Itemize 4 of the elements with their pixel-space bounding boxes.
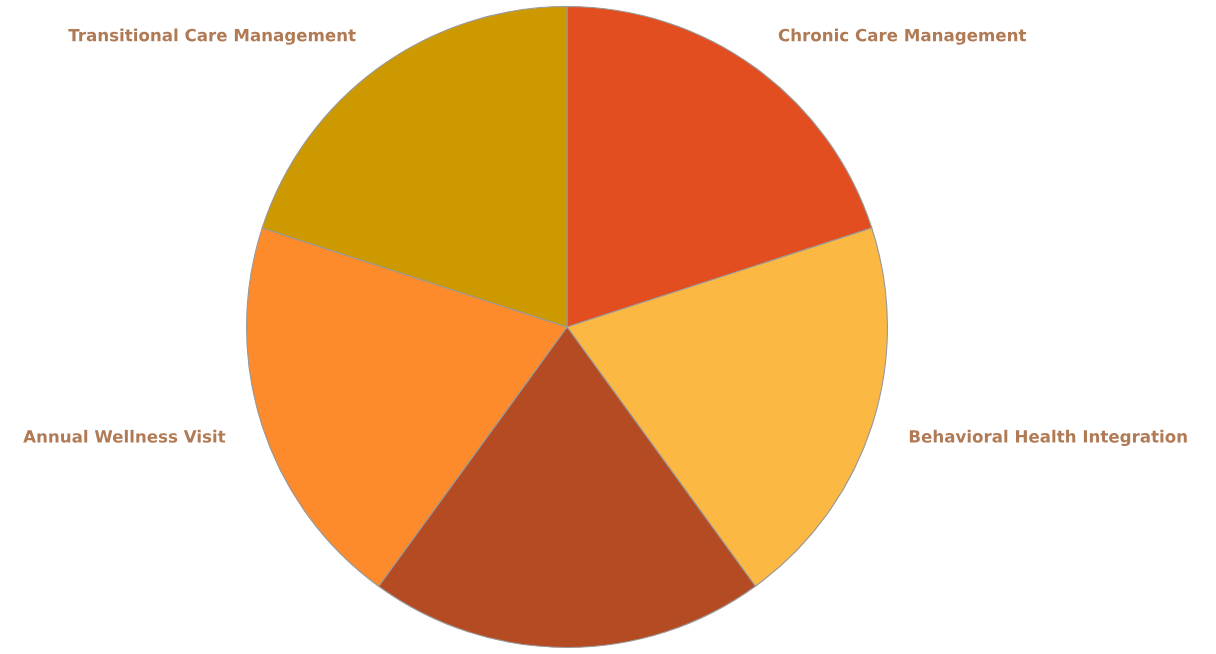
slice-label: Chronic Care Management [778,28,1027,45]
slice-label: Behavioral Health Integration [909,429,1187,447]
slice-label: Transitional Care Management [68,28,356,45]
slice-label: Annual Wellness Visit [23,429,226,443]
